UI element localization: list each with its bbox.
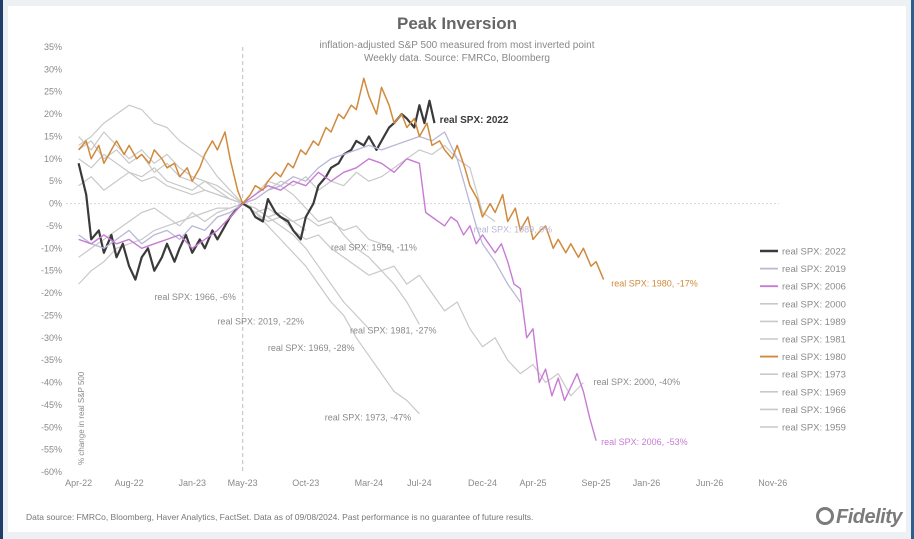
legend-label: real SPX: 1989 <box>782 317 846 328</box>
x-tick-label: Jan-26 <box>633 478 661 488</box>
y-tick-label: -35% <box>41 355 62 365</box>
fidelity-logo-text: Fidelity <box>835 506 903 528</box>
y-tick-label: 25% <box>44 87 62 97</box>
x-tick-label: May-23 <box>228 478 258 488</box>
x-tick-label: Dec-24 <box>468 478 497 488</box>
y-tick-label: -20% <box>41 288 62 298</box>
legend-label: real SPX: 2019 <box>782 264 846 275</box>
x-tick-label: Jan-23 <box>178 478 206 488</box>
series-annotation: real SPX: 2006, -53% <box>601 437 688 447</box>
y-tick-label: -30% <box>41 333 62 343</box>
series-line-1966 <box>78 203 307 285</box>
series-annotation: real SPX: 1980, -17% <box>611 278 698 288</box>
legend-label: real SPX: 1980 <box>782 352 846 363</box>
fidelity-logo-icon <box>815 507 834 525</box>
subtitle-line-2: Weekly data. Source: FMRCo, Bloomberg <box>363 53 550 64</box>
legend-label: real SPX: 1981 <box>782 335 846 346</box>
series-annotation: real SPX: 2000, -40% <box>594 377 681 387</box>
chart-title: Peak Inversion <box>396 14 517 33</box>
series-line-1973 <box>78 131 420 415</box>
legend-label: real SPX: 2000 <box>782 299 846 310</box>
y-tick-label: -55% <box>41 445 62 455</box>
series-line-2022 <box>77 99 436 281</box>
series-annotation: real SPX: 1973, -47% <box>325 413 412 423</box>
series-annotation: real SPX: 1981, -27% <box>350 325 437 335</box>
y-tick-label: 35% <box>44 42 62 52</box>
series-annotation: real SPX: 2022 <box>440 115 509 126</box>
y-tick-label: -45% <box>41 400 62 410</box>
legend-label: real SPX: 2006 <box>782 282 846 293</box>
chart-panel: Peak Inversion inflation-adjusted S&P 50… <box>8 6 906 532</box>
series-line-1989 <box>78 144 496 222</box>
x-tick-label: Nov-26 <box>758 478 787 488</box>
x-tick-label: Apr-22 <box>65 478 92 488</box>
y-axis-title: % change in real S&P 500 <box>77 371 86 465</box>
right-edge-bar <box>911 0 914 539</box>
y-tick-label: -10% <box>41 243 62 253</box>
series-annotation: real SPX: 1959, -11% <box>331 243 417 253</box>
footer-note: Data source: FMRCo, Bloomberg, Haver Ana… <box>26 512 534 522</box>
y-tick-label: -60% <box>41 467 62 477</box>
y-tick-label: 15% <box>44 131 62 141</box>
series-line-1959 <box>78 104 395 254</box>
x-tick-label: Jul-24 <box>407 478 432 488</box>
chart-subtitle: inflation-adjusted S&P 500 measured from… <box>8 39 906 65</box>
series-annotation: real SPX: 1989, 0% <box>474 225 553 235</box>
y-tick-label: 5% <box>49 176 62 186</box>
series-line-2000 <box>78 140 584 397</box>
x-tick-label: Jun-26 <box>696 478 724 488</box>
legend-label: real SPX: 1959 <box>782 423 846 434</box>
y-tick-label: 20% <box>44 109 62 119</box>
y-tick-label: 10% <box>44 154 62 164</box>
series-line-1981 <box>78 203 420 325</box>
subtitle-line-1: inflation-adjusted S&P 500 measured from… <box>319 40 595 51</box>
y-tick-label: -50% <box>41 422 62 432</box>
y-tick-label: 0% <box>49 199 62 209</box>
series-line-2006 <box>78 158 597 441</box>
x-tick-label: Oct-23 <box>292 478 319 488</box>
legend-label: real SPX: 1969 <box>782 387 846 398</box>
series-annotation: real SPX: 1966, -6% <box>154 292 236 302</box>
y-tick-label: -40% <box>41 378 62 388</box>
x-tick-label: Mar-24 <box>355 478 384 488</box>
x-tick-label: Apr-25 <box>519 478 546 488</box>
series-annotation: real SPX: 1969, -28% <box>268 343 355 353</box>
y-tick-label: -15% <box>41 266 62 276</box>
left-edge-bar <box>0 0 3 539</box>
legend-label: real SPX: 2022 <box>782 247 846 258</box>
legend-label: real SPX: 1973 <box>782 370 846 381</box>
series-annotation: real SPX: 2019, -22% <box>217 316 304 326</box>
x-tick-label: Aug-22 <box>115 478 144 488</box>
y-tick-label: 30% <box>44 64 62 74</box>
y-tick-label: -5% <box>46 221 62 231</box>
line-chart: 35% 30% 25% 20% 15% 10% 5% 0% -5% -10% -15% -20% -25… <box>41 42 846 488</box>
legend-label: real SPX: 1966 <box>782 405 846 416</box>
fidelity-logo: Fidelity <box>815 506 903 529</box>
series-line-1980 <box>78 77 605 280</box>
series-line-2019 <box>78 131 521 303</box>
x-tick-label: Sep-25 <box>582 478 611 488</box>
series-line-1969 <box>78 153 370 330</box>
y-tick-label: -25% <box>41 310 62 320</box>
